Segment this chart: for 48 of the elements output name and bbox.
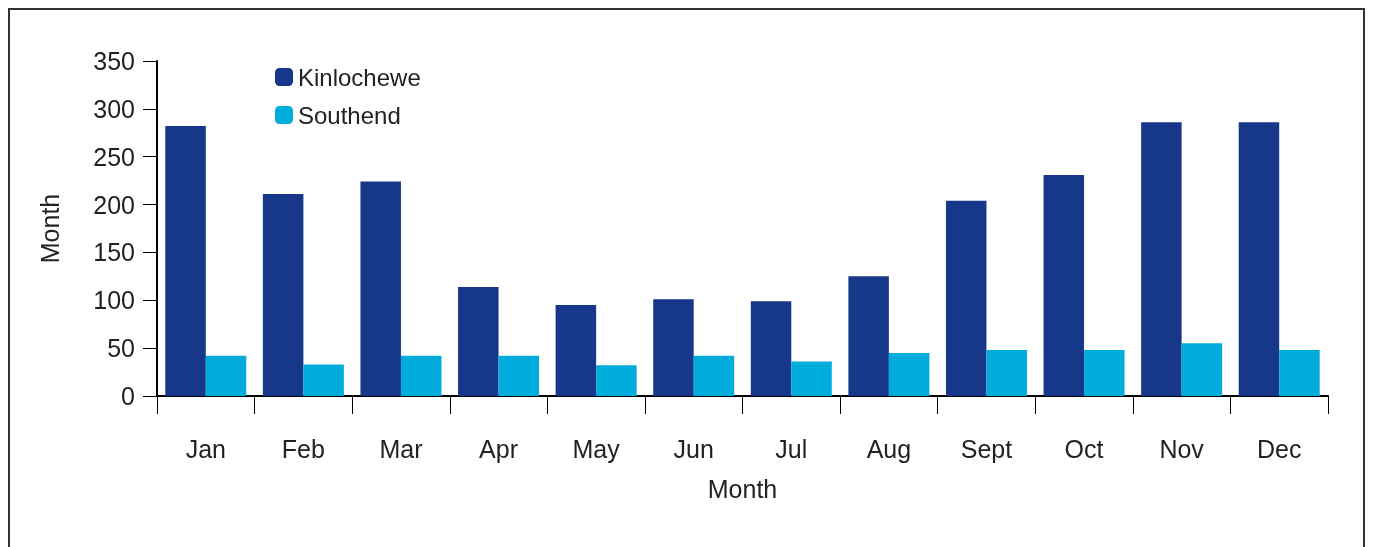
y-tick-label: 150 — [93, 238, 135, 267]
y-tick-label: 250 — [93, 142, 135, 171]
x-tick-label: Jan — [185, 434, 226, 463]
bar — [1141, 122, 1182, 396]
x-tick-label: Nov — [1159, 434, 1205, 463]
bar — [750, 301, 792, 396]
y-tick-label: 350 — [93, 47, 135, 75]
x-tick-label: Sept — [960, 434, 1013, 463]
bar — [1181, 343, 1223, 396]
bar — [360, 181, 401, 396]
bar — [498, 355, 540, 396]
bar — [1043, 174, 1085, 396]
bar — [1279, 350, 1320, 396]
y-tick-label: 0 — [121, 382, 135, 410]
bar — [693, 355, 735, 396]
bar — [945, 200, 987, 396]
legend-label: Southend — [298, 101, 401, 129]
y-tick-label: 200 — [93, 190, 135, 219]
bar — [555, 305, 597, 396]
x-tick-label: May — [572, 434, 621, 463]
bar — [596, 365, 637, 396]
y-axis-title: Month — [35, 193, 64, 264]
x-tick-label: Aug — [866, 434, 912, 463]
y-tick-label: 100 — [93, 286, 135, 315]
bar — [303, 364, 344, 396]
bar — [205, 355, 247, 396]
y-tick-label: 50 — [107, 334, 135, 363]
bar — [1238, 122, 1280, 396]
bar — [400, 355, 442, 396]
bar — [791, 361, 832, 396]
x-tick-label: Feb — [281, 434, 325, 463]
x-tick-label: Mar — [379, 434, 423, 463]
x-tick-label: Oct — [1064, 434, 1104, 463]
x-tick-label: Jun — [673, 434, 714, 463]
bar — [653, 299, 694, 396]
y-tick-label: 300 — [93, 94, 135, 123]
bar — [458, 286, 499, 396]
bar — [848, 276, 889, 396]
bar — [888, 352, 930, 396]
x-tick-label: Dec — [1256, 434, 1302, 463]
legend-label: Kinlochewe — [298, 63, 421, 91]
x-axis-title: Month — [707, 474, 778, 503]
bar — [986, 350, 1027, 396]
x-tick-label: Jul — [775, 434, 808, 463]
bar — [165, 126, 206, 396]
x-tick-label: Apr — [479, 434, 518, 463]
bar — [1084, 350, 1125, 396]
bar — [262, 194, 304, 396]
